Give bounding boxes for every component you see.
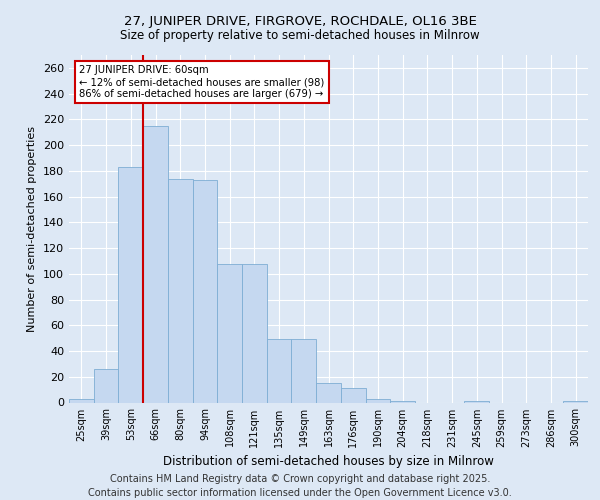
Text: 27, JUNIPER DRIVE, FIRGROVE, ROCHDALE, OL16 3BE: 27, JUNIPER DRIVE, FIRGROVE, ROCHDALE, O…	[124, 15, 476, 28]
Bar	[69, 398, 94, 402]
Bar	[292, 340, 316, 402]
Bar	[118, 167, 143, 402]
Bar	[464, 401, 489, 402]
Bar	[94, 369, 118, 402]
Bar	[316, 383, 341, 402]
Bar	[168, 178, 193, 402]
Bar	[341, 388, 365, 402]
X-axis label: Distribution of semi-detached houses by size in Milnrow: Distribution of semi-detached houses by …	[163, 455, 494, 468]
Text: Contains HM Land Registry data © Crown copyright and database right 2025.
Contai: Contains HM Land Registry data © Crown c…	[88, 474, 512, 498]
Bar	[217, 264, 242, 402]
Bar	[143, 126, 168, 402]
Text: 27 JUNIPER DRIVE: 60sqm
← 12% of semi-detached houses are smaller (98)
86% of se: 27 JUNIPER DRIVE: 60sqm ← 12% of semi-de…	[79, 66, 325, 98]
Bar	[242, 264, 267, 402]
Bar	[563, 401, 588, 402]
Bar	[390, 401, 415, 402]
Bar	[193, 180, 217, 402]
Bar	[267, 340, 292, 402]
Y-axis label: Number of semi-detached properties: Number of semi-detached properties	[28, 126, 37, 332]
Text: Size of property relative to semi-detached houses in Milnrow: Size of property relative to semi-detach…	[120, 29, 480, 42]
Bar	[365, 398, 390, 402]
